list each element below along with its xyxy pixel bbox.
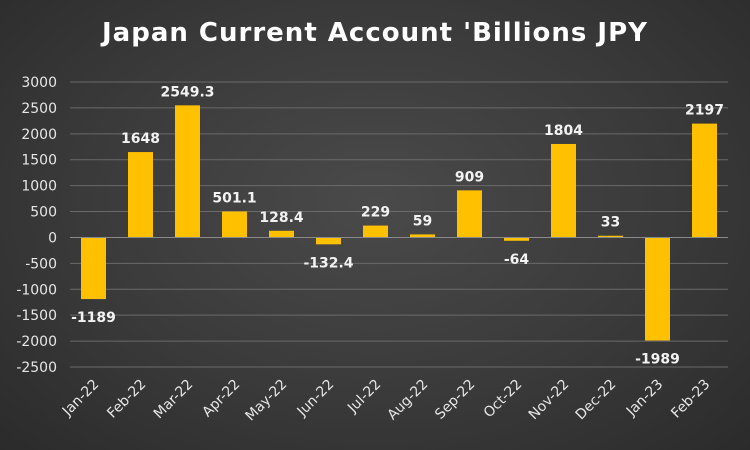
data-label: -1989 <box>635 352 680 368</box>
bar-feb-23 <box>692 123 717 238</box>
chart-title: Japan Current Account 'Billions JPY <box>102 18 648 48</box>
x-tick-label: Oct-22 <box>481 377 526 422</box>
data-label: 33 <box>601 215 620 231</box>
data-label: 59 <box>413 213 432 229</box>
y-tick-label: -2000 <box>16 334 57 350</box>
data-label: 1648 <box>121 131 160 147</box>
bar-jul-22 <box>363 225 388 238</box>
x-tick-label: Feb-23 <box>668 377 713 422</box>
bar-apr-22 <box>222 211 247 238</box>
x-tick-label: Jan-23 <box>623 377 666 420</box>
data-label: 501.1 <box>212 190 256 206</box>
x-tick-label: Aug-22 <box>385 377 432 424</box>
x-tick-label: Sep-22 <box>432 377 478 423</box>
bar-mar-22 <box>175 105 200 238</box>
x-tick-label: Nov-22 <box>526 377 573 424</box>
data-label: -1189 <box>71 310 116 326</box>
bar-jan-23 <box>645 237 670 341</box>
bar-feb-22 <box>128 152 153 238</box>
y-tick-label: -1500 <box>16 308 57 324</box>
x-tick-label: Feb-22 <box>104 377 149 422</box>
bar-jan-22 <box>81 237 106 300</box>
bar-oct-22 <box>504 237 529 241</box>
x-tick-label: Dec-22 <box>573 377 620 424</box>
data-label: 229 <box>361 205 390 221</box>
data-label: -64 <box>504 252 530 268</box>
bar-jun-22 <box>316 237 341 245</box>
data-label: 909 <box>455 169 484 185</box>
y-tick-label: 1500 <box>21 153 57 169</box>
data-label: 128.4 <box>259 210 304 226</box>
y-tick-label: 1000 <box>21 179 57 195</box>
y-tick-label: 500 <box>30 205 57 221</box>
x-tick-label: Jun-22 <box>294 377 338 421</box>
x-tick-label: Apr-22 <box>199 377 243 421</box>
y-tick-label: 2500 <box>21 101 57 117</box>
bar-may-22 <box>269 230 294 238</box>
x-tick-label: May-22 <box>243 377 291 425</box>
data-label: -132.4 <box>303 255 353 271</box>
data-label: 2197 <box>685 103 724 119</box>
y-tick-label: -500 <box>25 256 57 272</box>
x-tick-label: Jan-22 <box>59 377 102 420</box>
y-tick-label: -2500 <box>16 360 57 376</box>
bar-aug-22 <box>410 234 435 238</box>
data-label: 1804 <box>544 123 583 139</box>
y-tick-label: 2000 <box>21 127 57 143</box>
bar-sep-22 <box>457 190 482 238</box>
bar-nov-22 <box>551 143 576 238</box>
bar-dec-22 <box>598 235 623 238</box>
y-tick-label: -1000 <box>16 282 57 298</box>
y-tick-label: 3000 <box>21 75 57 91</box>
y-tick-label: 0 <box>48 230 57 246</box>
x-tick-label: Jul-22 <box>344 377 384 417</box>
data-label: 2549.3 <box>160 84 214 100</box>
x-tick-label: Mar-22 <box>151 377 197 423</box>
